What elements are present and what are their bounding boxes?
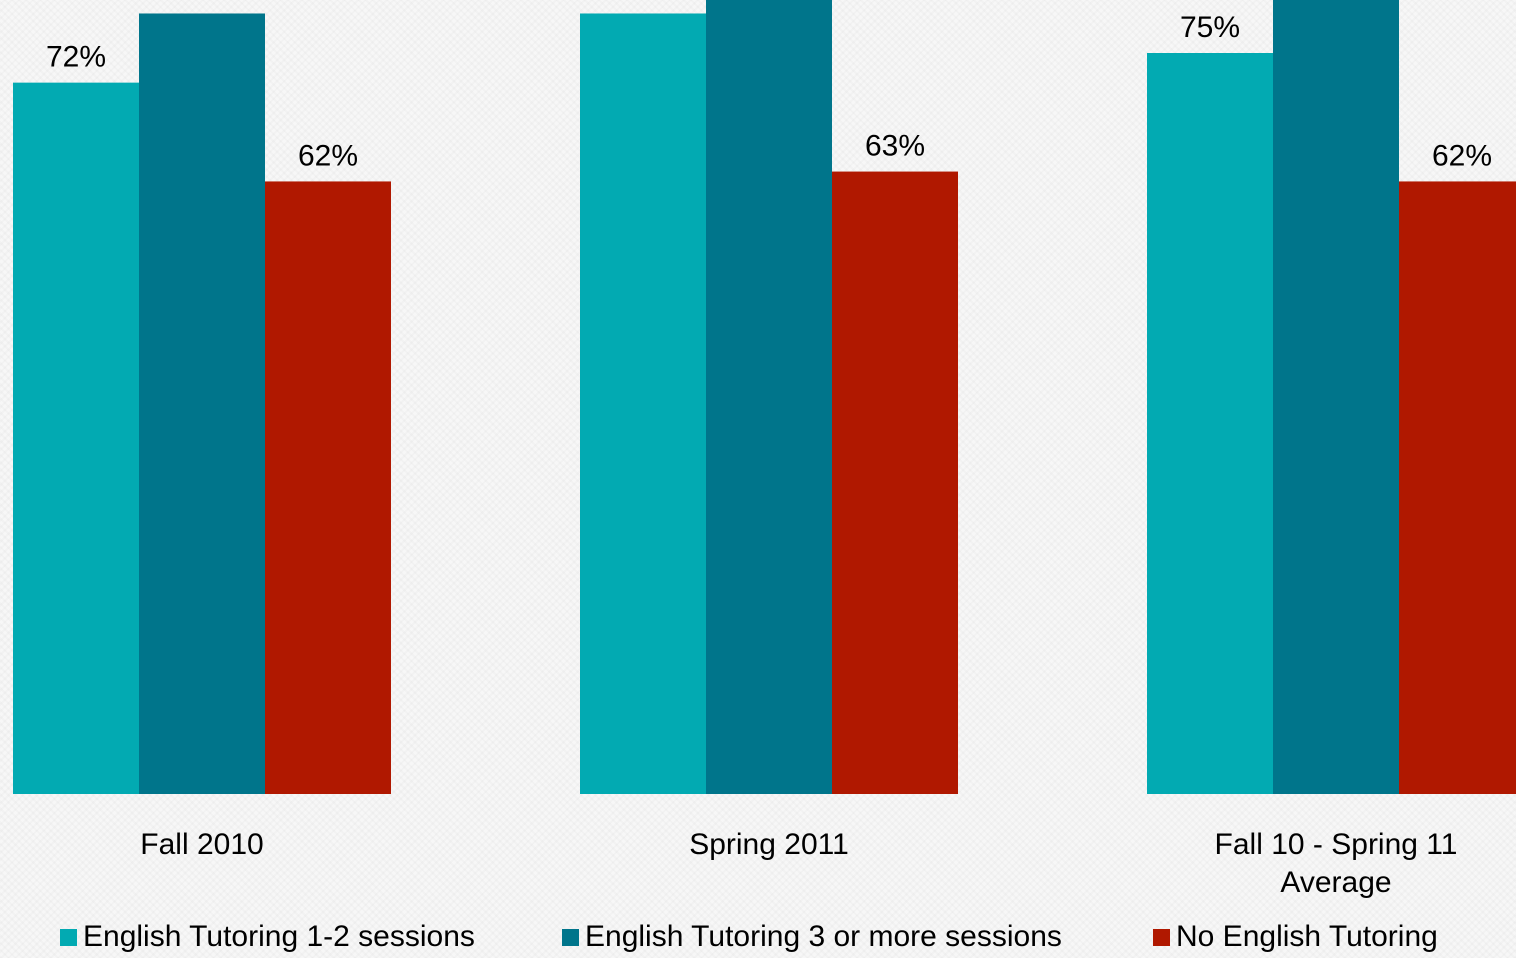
bar-1-2-sessions-2 (580, 13, 706, 795)
category-label-3-line-2: Average (1280, 866, 1391, 899)
data-label-1-2-sessions-3: 75% (1180, 11, 1240, 44)
bar-no-tutoring-1 (265, 181, 391, 794)
category-label-2-line-1: Spring 2011 (689, 828, 849, 861)
category-label-3-line-1: Fall 10 - Spring 11 (1215, 828, 1458, 861)
bar-1-2-sessions-1 (13, 82, 139, 794)
legend-swatch-3-or-more-sessions (562, 928, 579, 946)
legend-item-no-tutoring: No English Tutoring (1153, 916, 1438, 958)
category-label-1-line-1: Fall 2010 (140, 828, 263, 861)
bar-3-or-more-sessions-2 (706, 0, 832, 794)
data-label-1-2-sessions-1: 72% (46, 41, 106, 74)
bar-1-2-sessions-3 (1147, 53, 1273, 794)
bar-chart: 72%79%75%79%82%81%62%63%62%Fall 2010Spri… (13, 0, 1516, 899)
legend-label-1-2-sessions: English Tutoring 1-2 sessions (83, 920, 475, 953)
category-label-2: Spring 2011 (689, 828, 849, 861)
legend-label-3-or-more-sessions: English Tutoring 3 or more sessions (585, 920, 1062, 953)
legend-swatch-no-tutoring (1153, 928, 1170, 946)
data-label-1-2-sessions-2: 79% (613, 0, 673, 4)
bar-no-tutoring-2 (832, 171, 958, 794)
bar-no-tutoring-3 (1399, 181, 1516, 794)
category-label-1: Fall 2010 (140, 828, 263, 861)
bar-3-or-more-sessions-1 (139, 13, 265, 795)
legend-label-no-tutoring: No English Tutoring (1176, 920, 1438, 953)
legend-item-1-2-sessions: English Tutoring 1-2 sessions (60, 916, 475, 958)
data-label-no-tutoring-3: 62% (1432, 139, 1492, 172)
data-label-no-tutoring-2: 63% (865, 130, 925, 163)
bar-3-or-more-sessions-3 (1273, 0, 1399, 795)
legend-item-3-or-more-sessions: English Tutoring 3 or more sessions (562, 916, 1062, 958)
legend: English Tutoring 1-2 sessions English Tu… (0, 916, 1516, 958)
data-label-no-tutoring-1: 62% (298, 139, 358, 172)
data-label-3-or-more-sessions-1: 79% (172, 0, 232, 4)
category-label-3: Fall 10 - Spring 11 Average (1215, 828, 1458, 899)
legend-swatch-1-2-sessions (60, 928, 77, 946)
